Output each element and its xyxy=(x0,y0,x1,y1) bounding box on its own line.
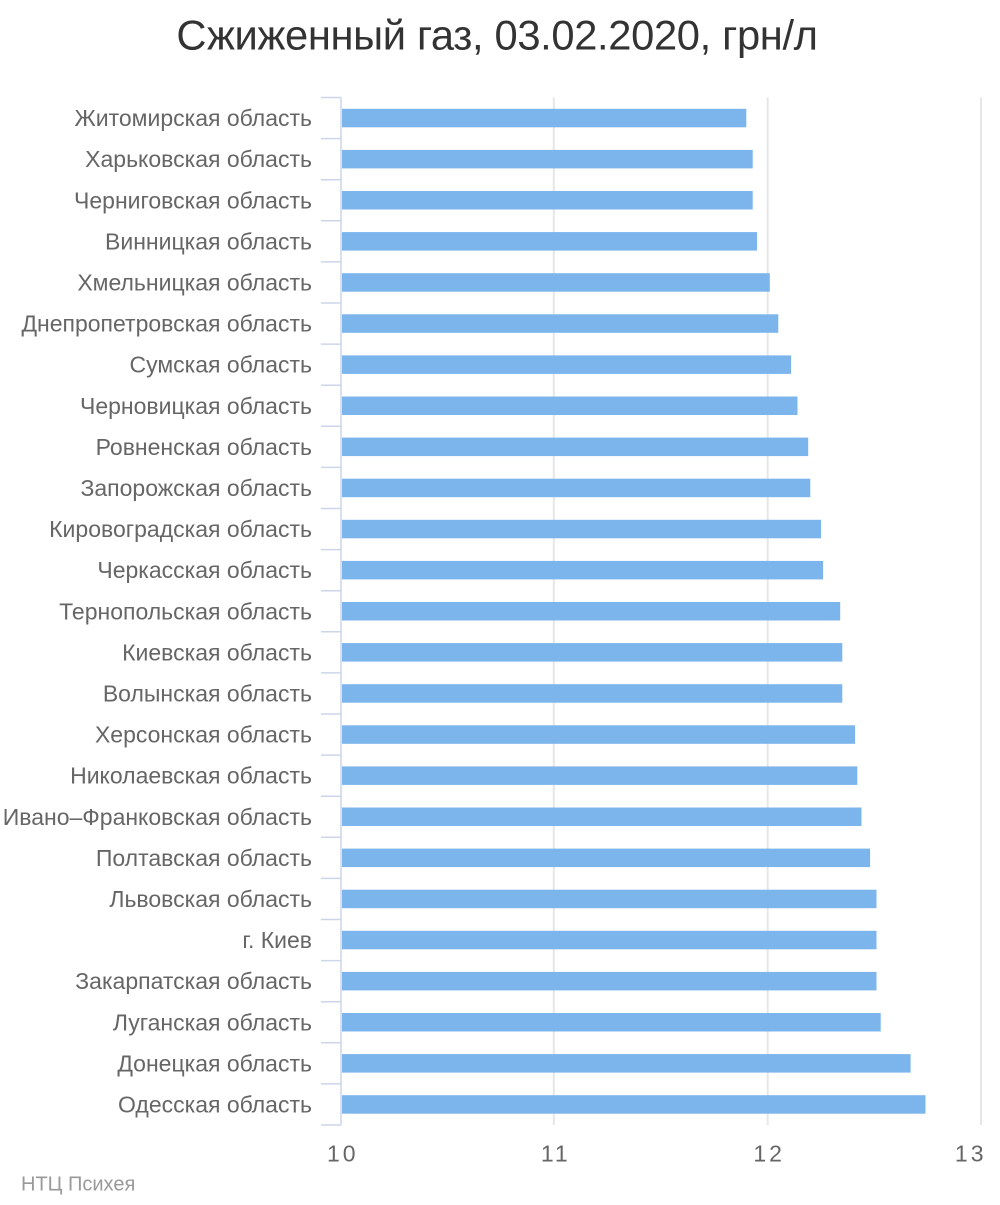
svg-text:Ровненская область: Ровненская область xyxy=(96,434,312,460)
svg-text:Львовская область: Львовская область xyxy=(109,886,312,912)
svg-text:Кировоградская область: Кировоградская область xyxy=(49,516,312,542)
svg-text:Сумская область: Сумская область xyxy=(129,352,312,378)
svg-text:Винницкая область: Винницкая область xyxy=(105,228,312,254)
svg-text:Житомирская область: Житомирская область xyxy=(75,105,312,131)
svg-text:Днепропетровская область: Днепропетровская область xyxy=(21,311,312,337)
svg-text:Донецкая область: Донецкая область xyxy=(117,1050,312,1076)
svg-text:Черкасская область: Черкасская область xyxy=(97,557,312,583)
svg-text:Киевская область: Киевская область xyxy=(122,639,312,665)
svg-text:Луганская область: Луганская область xyxy=(113,1009,312,1035)
svg-text:10: 10 xyxy=(327,1141,359,1167)
svg-text:Волынская область: Волынская область xyxy=(103,680,312,706)
svg-text:г. Киев: г. Киев xyxy=(242,927,312,953)
svg-text:Одесская область: Одесская область xyxy=(118,1091,312,1117)
svg-text:Полтавская область: Полтавская область xyxy=(96,845,312,871)
svg-text:Черновицкая область: Черновицкая область xyxy=(80,393,312,419)
svg-text:13: 13 xyxy=(955,1141,987,1167)
svg-text:Херсонская область: Херсонская область xyxy=(95,722,312,748)
svg-text:НТЦ Психея: НТЦ Психея xyxy=(21,1174,135,1196)
svg-text:Сжиженный газ, 03.02.2020, грн: Сжиженный газ, 03.02.2020, грн/л xyxy=(176,12,817,59)
svg-text:Закарпатская область: Закарпатская область xyxy=(75,968,312,994)
svg-text:Черниговская область: Черниговская область xyxy=(74,187,312,213)
svg-text:Запорожская область: Запорожская область xyxy=(80,475,312,501)
svg-text:12: 12 xyxy=(753,1141,785,1167)
svg-text:Тернопольская область: Тернопольская область xyxy=(59,598,312,624)
svg-text:Ивано–Франковская область: Ивано–Франковская область xyxy=(3,804,312,830)
svg-text:11: 11 xyxy=(541,1141,571,1167)
svg-text:Хмельницкая область: Хмельницкая область xyxy=(77,269,312,295)
svg-text:Николаевская область: Николаевская область xyxy=(70,763,312,789)
svg-text:Харьковская область: Харьковская область xyxy=(85,146,312,172)
